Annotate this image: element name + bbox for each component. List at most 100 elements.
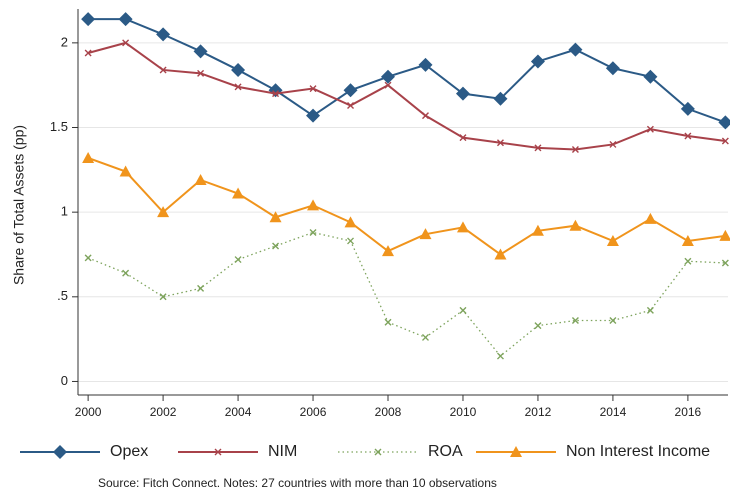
data-point	[232, 187, 245, 199]
legend-label: Non Interest Income	[566, 443, 710, 460]
x-tick-label: 2016	[675, 405, 702, 419]
legend-label: ROA	[428, 443, 463, 460]
data-point	[493, 91, 508, 106]
data-point	[681, 234, 694, 246]
y-axis-title: Share of Total Assets (pp)	[11, 125, 27, 285]
data-point	[122, 269, 130, 277]
data-point	[307, 199, 320, 211]
series-line	[87, 157, 726, 256]
x-tick-label: 2010	[450, 405, 477, 419]
data-point	[571, 146, 579, 154]
data-point	[231, 62, 246, 77]
x-tick-label: 2008	[375, 405, 402, 419]
data-point	[421, 112, 429, 120]
data-point	[343, 83, 358, 98]
data-point	[419, 228, 432, 240]
data-point	[643, 69, 658, 84]
data-point	[81, 12, 96, 27]
legend-marker	[53, 445, 67, 459]
data-point	[157, 206, 170, 218]
data-point	[455, 86, 470, 101]
data-point	[84, 49, 92, 57]
data-point	[309, 85, 317, 93]
x-tick-label: 2000	[75, 405, 102, 419]
y-tick-label: 0	[61, 373, 68, 388]
data-point	[459, 134, 467, 142]
data-point	[646, 306, 654, 314]
data-point	[159, 66, 167, 74]
data-point	[496, 352, 504, 360]
data-point	[569, 219, 582, 231]
data-point	[119, 165, 132, 177]
series-line	[88, 18, 726, 124]
data-point	[421, 333, 429, 341]
y-tick-label: 1	[61, 204, 68, 219]
x-tick-label: 2004	[225, 405, 252, 419]
data-point	[347, 237, 355, 245]
data-point	[234, 256, 242, 264]
data-point	[194, 173, 207, 185]
y-tick-label: .5	[57, 288, 68, 303]
data-point	[646, 125, 654, 133]
x-tick-label: 2014	[600, 405, 627, 419]
data-point	[606, 234, 619, 246]
data-point	[159, 293, 167, 301]
data-point	[269, 211, 282, 223]
data-point	[680, 101, 695, 116]
x-tick-label: 2012	[525, 405, 552, 419]
legend-marker	[214, 448, 222, 456]
data-point	[644, 212, 657, 224]
source-note: Source: Fitch Connect. Notes: 27 countri…	[98, 476, 497, 490]
data-point	[531, 224, 544, 236]
data-point	[571, 317, 579, 325]
data-point	[609, 317, 617, 325]
data-point	[197, 284, 205, 292]
data-point	[118, 12, 133, 27]
x-tick-label: 2002	[150, 405, 177, 419]
data-point	[306, 108, 321, 123]
data-point	[718, 115, 730, 130]
data-point	[459, 306, 467, 314]
data-point	[272, 90, 280, 98]
data-point	[496, 139, 504, 147]
data-point	[721, 259, 729, 267]
data-point	[721, 137, 729, 145]
legend-label: Opex	[110, 443, 148, 460]
data-point	[456, 221, 469, 233]
data-point	[197, 69, 205, 77]
data-point	[684, 132, 692, 140]
data-point	[418, 57, 433, 72]
data-point	[84, 254, 92, 262]
data-point	[568, 42, 583, 57]
data-point	[719, 229, 730, 241]
data-point	[530, 54, 545, 69]
data-point	[609, 140, 617, 148]
legend-label: NIM	[268, 443, 297, 460]
data-point	[382, 245, 395, 257]
data-point	[122, 39, 130, 47]
data-point	[534, 322, 542, 330]
data-point	[347, 102, 355, 109]
x-tick-label: 2006	[300, 405, 327, 419]
data-point	[384, 318, 392, 326]
series-line	[87, 41, 726, 151]
data-point	[272, 242, 280, 250]
data-point	[234, 83, 242, 91]
legend-marker	[510, 446, 522, 457]
data-point	[193, 44, 208, 59]
y-tick-label: 2	[61, 34, 68, 49]
data-point	[605, 61, 620, 76]
data-point	[344, 216, 357, 228]
y-tick-label: 1.5	[50, 119, 68, 134]
legend-marker	[374, 448, 382, 456]
data-point	[384, 81, 392, 89]
data-point	[684, 257, 692, 265]
data-point	[156, 27, 171, 42]
data-point	[309, 228, 317, 236]
data-point	[82, 151, 95, 163]
data-point	[381, 69, 396, 84]
data-point	[534, 144, 542, 152]
data-point	[494, 248, 507, 260]
